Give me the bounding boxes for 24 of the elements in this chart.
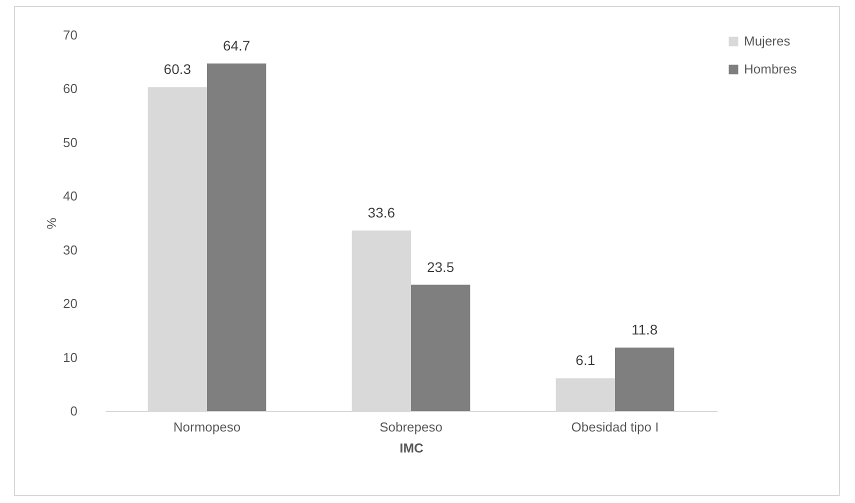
y-tick-label: 40 bbox=[63, 188, 78, 204]
x-tick-label: Normopeso bbox=[173, 420, 241, 434]
y-tick-label: 0 bbox=[70, 404, 78, 418]
y-tick-label: 60 bbox=[63, 81, 78, 96]
y-tick-label: 10 bbox=[63, 350, 78, 365]
y-tick-label: 50 bbox=[63, 134, 78, 150]
bar bbox=[615, 348, 674, 411]
x-tick-label: Obesidad tipo I bbox=[571, 420, 659, 434]
x-axis-title: IMC bbox=[400, 440, 424, 456]
legend-label: Hombres bbox=[744, 62, 798, 76]
bar bbox=[411, 284, 470, 411]
data-label: 6.1 bbox=[576, 352, 596, 368]
x-tick-label: Sobrepeso bbox=[380, 420, 442, 434]
data-label: 23.5 bbox=[426, 258, 454, 275]
y-tick-label: 30 bbox=[63, 242, 78, 258]
data-label: 64.7 bbox=[222, 37, 250, 54]
data-label: 11.8 bbox=[631, 322, 658, 338]
y-axis-title: % bbox=[44, 217, 60, 230]
y-tick-label: 70 bbox=[63, 28, 78, 42]
y-tick-label: 20 bbox=[63, 296, 78, 312]
data-label: 33.6 bbox=[368, 204, 396, 221]
data-label: 60.3 bbox=[164, 61, 192, 78]
legend-label: Mujeres bbox=[744, 34, 791, 48]
bar bbox=[207, 63, 266, 411]
